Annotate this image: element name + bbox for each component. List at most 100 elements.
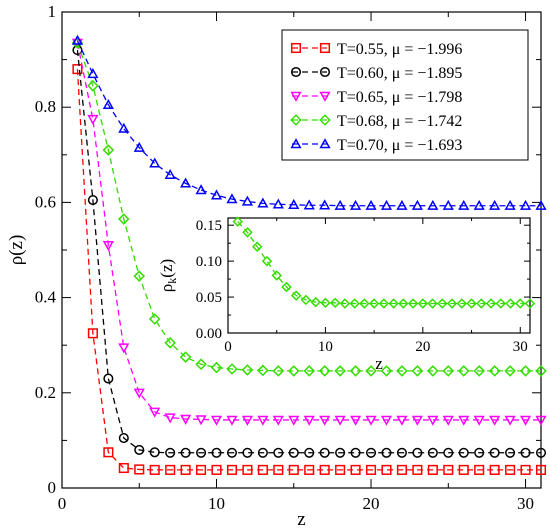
inset-series-1-point [407,298,419,309]
series-3-point [396,415,408,426]
legend-marker [319,66,331,78]
series-4-point [133,270,146,282]
series-5-point [71,34,84,45]
series-2-point [396,447,407,458]
legend-marker [319,42,331,54]
series-3-point [241,415,253,426]
series-3-point [519,415,532,426]
main-ytick-label: 0.8 [35,97,56,116]
series-5-point [519,199,532,210]
main-xtick-label: 0 [58,494,67,513]
series-4-point [396,365,408,377]
series-1-point [412,464,423,475]
series-1-point [505,464,516,475]
series-1-point [134,464,145,475]
series-4-point [411,365,424,377]
series-3-point [489,415,501,426]
series-5-point [180,177,192,188]
series-4-point [241,364,254,376]
legend-marker [290,138,302,149]
series-2-point [474,447,485,458]
series-3-point [365,415,377,426]
inset-series-1-point [466,298,477,309]
legend-entry: T=0.65, μ = −1.798 [337,89,462,106]
inset-series-1-point [524,298,536,309]
series-4-point [303,365,316,377]
inset-series-1-point [232,216,243,227]
legend-entry: T=0.68, μ = −1.742 [337,113,462,130]
series-3-point [87,114,99,125]
series-2-point [226,447,238,458]
inset-series-1-point [290,290,302,301]
y-axis-label: ρ(z) [6,235,27,266]
series-3-point [210,415,223,426]
series-4-point [427,365,439,377]
series-2-point [288,447,299,458]
series-2-point [443,447,454,458]
series-1-point [520,464,531,475]
series-4-point [179,351,192,363]
series-2-point [489,447,500,458]
main-ytick-label: 0 [48,478,57,497]
series-2-point [335,447,346,458]
series-1-point [118,462,129,474]
series-5-point [350,199,362,210]
series-5-point [303,199,315,210]
series-5-point [535,199,547,210]
series-2-point [103,373,114,384]
series-3-point [442,415,454,426]
series-4-point [102,144,115,156]
series-2-point [180,447,191,458]
series-1-line [76,69,541,471]
main-ytick-label: 1 [48,2,57,21]
legend-marker [319,114,331,126]
inset-series-1-point [339,298,351,309]
series-2-point [211,447,222,458]
series-5-point [257,197,269,208]
series-5-point [87,68,99,79]
series-2-point [458,447,469,458]
series-4-point [334,365,346,377]
series-2-point [381,447,392,458]
series-2-point [412,447,423,458]
main-ytick-label: 0.6 [35,192,56,211]
series-2-point [505,447,516,458]
inset-ytick-label: 0.10 [196,254,222,270]
inset-series-1-point [388,298,399,309]
series-4-point [457,365,470,377]
series-5-point [442,199,454,210]
series-2-point [149,447,160,458]
series-4-point [473,365,485,377]
series-2-point [365,447,377,458]
series-4-point [349,365,362,377]
inset-series-1-point [495,298,507,309]
series-2-point [304,447,315,458]
inset-series-1-point [300,294,312,306]
series-1-point [381,464,392,475]
series-1-point [180,464,191,475]
series-3-point [118,343,130,354]
series-4-point [272,365,285,377]
legend-marker [319,138,331,149]
series-2-point [118,432,129,444]
series-3-point [164,413,176,424]
series-1-point [211,464,222,475]
series-3-point [473,415,485,426]
main-xtick-label: 30 [517,494,534,513]
inset-series-1-point [437,298,448,309]
main-plot: 0 10 20 30 0 0.2 0.4 0.6 0.8 1 z ρ(z) [6,2,547,530]
inset-series-1-point [242,227,253,238]
inset-series-1-point [505,298,516,309]
inset-series-1-point [378,298,390,309]
series-5-point [396,199,408,210]
inset-series-1-point [349,298,360,309]
series-3-point [350,415,362,426]
legend-marker [290,114,302,126]
series-4-point [257,364,269,377]
inset-series-1-point [251,241,263,252]
series-5-line [76,40,541,207]
series-1-point [427,464,438,475]
series-1-point [103,447,114,458]
series-3-point [180,414,192,425]
series-2-point [87,194,98,206]
